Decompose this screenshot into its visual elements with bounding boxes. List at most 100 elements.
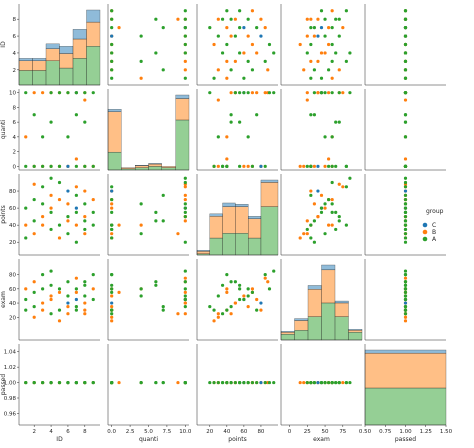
point-quanti-ID-a-5 <box>41 135 45 139</box>
point-exam-ID-a-12 <box>66 294 70 298</box>
point-exam-quanti-a-17 <box>183 294 187 298</box>
point-quanti-exam-a-2 <box>327 164 331 168</box>
point-exam-quanti-a-5 <box>139 287 143 291</box>
point-points-quanti-a-3 <box>161 219 165 223</box>
point-points-quanti-a-8 <box>154 210 158 214</box>
hist-bar-quanti-c-0 <box>107 109 122 112</box>
hist-bar-exam-c-4 <box>334 300 349 304</box>
point-quanti-ID-a-17 <box>83 91 87 95</box>
panel-passed-vs-passed <box>364 344 447 426</box>
x-axis-label-points: points <box>228 436 246 443</box>
point-ID-exam-b-11 <box>341 26 345 30</box>
point-points-ID-b-11 <box>74 185 78 189</box>
point-quanti-exam-a-10 <box>330 91 334 95</box>
x-tick-label-passed: 0.75 <box>379 429 392 435</box>
point-points-passed-a-19 <box>403 210 408 214</box>
point-ID-points-a-1 <box>242 76 246 80</box>
point-quanti-exam-a-11 <box>337 91 341 95</box>
panel-quanti-vs-ID <box>18 89 100 171</box>
legend: group C B A <box>422 208 444 243</box>
point-points-passed-a-6 <box>403 176 408 180</box>
point-exam-points-a-19 <box>238 297 242 302</box>
axis-label-layer: ID quanti points exam ID passed quanti points ex… <box>0 41 416 443</box>
point-points-passed-a-18 <box>403 219 408 223</box>
point-exam-quanti-b-5 <box>110 294 114 298</box>
point-points-passed-a-14 <box>403 240 408 244</box>
hist-bar-quanti-b-4 <box>161 166 176 168</box>
point-ID-points-a-20 <box>225 9 229 13</box>
point-exam-passed-a-7 <box>403 312 408 316</box>
panel-exam-vs-passed <box>364 259 446 341</box>
point-points-quanti-a-10 <box>183 180 187 185</box>
x-tick-label-quanti: 7.5 <box>163 429 172 435</box>
point-exam-quanti-b-15 <box>176 312 180 316</box>
point-ID-quanti-a-0 <box>110 76 114 80</box>
hist-bar-quanti-c-2 <box>135 165 149 166</box>
point-quanti-ID-b-12 <box>74 157 78 161</box>
x-tick-label-exam: 75 <box>339 429 346 435</box>
point-points-passed-a-1 <box>403 206 408 210</box>
hist-bar-ID-a-0 <box>18 70 33 86</box>
point-quanti-ID-c-0 <box>66 164 70 168</box>
point-exam-points-b-2 <box>216 315 220 319</box>
point-exam-quanti-a-7 <box>110 312 114 316</box>
point-ID-passed-a-1 <box>403 76 408 80</box>
point-passed-quanti-a-18 <box>154 380 158 385</box>
point-points-exam-a-20 <box>344 223 348 227</box>
point-points-ID-a-10 <box>57 180 62 185</box>
point-exam-points-a-12 <box>216 294 220 298</box>
hist-bar-ID-b-3 <box>59 53 74 69</box>
point-quanti-points-b-5 <box>242 164 246 168</box>
point-exam-points-b-8 <box>212 319 216 323</box>
point-points-quanti-a-18 <box>154 219 158 223</box>
hist-bar-quanti-a-4 <box>161 167 176 171</box>
point-exam-quanti-a-3 <box>161 305 165 309</box>
hist-bar-quanti-b-1 <box>121 167 136 169</box>
point-exam-ID-c-0 <box>66 301 70 305</box>
point-exam-ID-a-20 <box>91 273 95 277</box>
point-points-exam-a-11 <box>337 215 341 219</box>
point-exam-points-a-17 <box>246 294 250 298</box>
point-quanti-exam-c-0 <box>316 164 320 168</box>
point-ID-quanti-a-9 <box>110 42 114 47</box>
hist-bar-exam-a-2 <box>307 316 322 341</box>
point-exam-ID-b-12 <box>74 290 78 294</box>
point-ID-exam-b-5 <box>323 51 327 55</box>
point-quanti-exam-b-13 <box>316 91 320 95</box>
point-exam-ID-a-18 <box>83 280 87 284</box>
point-points-ID-a-16 <box>83 227 87 232</box>
point-ID-points-b-16 <box>250 9 255 13</box>
point-ID-points-b-10 <box>229 34 233 38</box>
y-tick-label-exam: 60 <box>9 287 16 293</box>
point-points-ID-b-12 <box>74 223 78 227</box>
point-passed-quanti-a-12 <box>139 380 143 385</box>
hist-bar-exam-a-5 <box>348 332 363 341</box>
point-ID-exam-a-18 <box>337 17 341 21</box>
point-ID-quanti-b-15 <box>176 17 180 21</box>
point-points-exam-a-7 <box>305 227 309 232</box>
point-ID-points-a-2 <box>250 68 255 72</box>
point-exam-ID-c-1 <box>74 297 78 302</box>
point-ID-quanti-b-12 <box>117 26 121 30</box>
hist-bar-points-c-0 <box>196 250 210 252</box>
point-passed-points-a-16 <box>220 380 225 385</box>
point-quanti-points-b-6 <box>255 91 259 95</box>
point-ID-quanti-a-19 <box>183 9 187 13</box>
point-exam-quanti-c-0 <box>110 301 114 305</box>
point-ID-quanti-a-20 <box>110 9 114 13</box>
panel-passed-vs-exam <box>280 344 362 426</box>
point-quanti-ID-a-16 <box>83 164 87 168</box>
hist-bar-ID-c-2 <box>45 43 60 49</box>
point-quanti-points-b-12 <box>225 157 229 161</box>
point-passed-points-a-14 <box>208 380 212 385</box>
point-quanti-points-a-15 <box>255 113 259 117</box>
panel-exam-vs-exam <box>280 259 363 341</box>
point-ID-quanti-a-2 <box>110 68 114 72</box>
point-ID-points-a-17 <box>246 17 250 21</box>
point-points-ID-b-7 <box>57 197 62 202</box>
point-ID-exam-b-12 <box>327 26 331 30</box>
hist-bar-points-a-4 <box>248 237 262 256</box>
x-tick-label-quanti: 10.0 <box>179 429 192 435</box>
point-exam-quanti-b-7 <box>183 290 187 294</box>
point-exam-quanti-b-10 <box>183 312 187 316</box>
